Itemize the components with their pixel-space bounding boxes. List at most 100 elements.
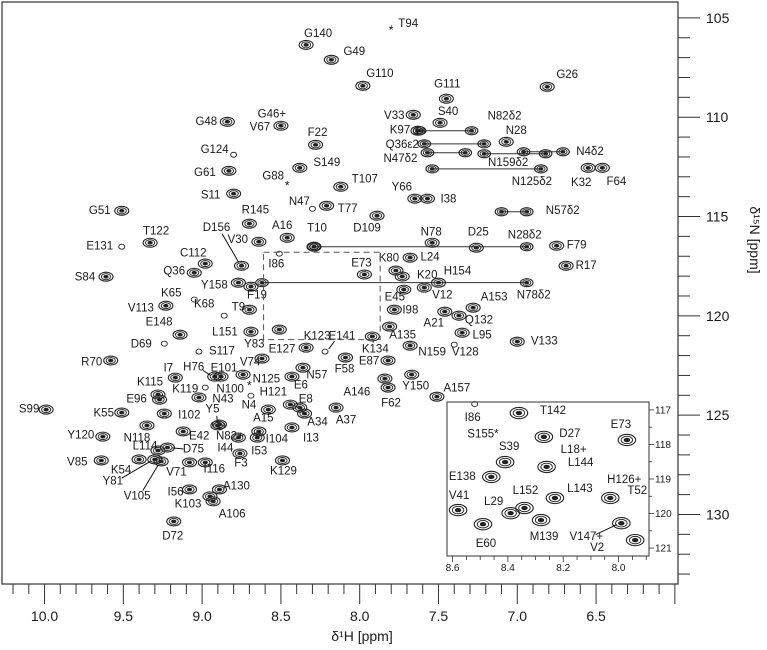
peak-e60: E60	[473, 518, 496, 550]
peak-contour	[108, 358, 114, 363]
peak-contour	[545, 491, 565, 505]
peak-label: F19	[247, 290, 267, 302]
peak-label: D109	[353, 223, 381, 235]
peak-contour	[554, 243, 560, 248]
peak-contour	[536, 165, 546, 173]
peak-contour	[136, 457, 142, 462]
nh2-label: N159δ2	[488, 157, 528, 169]
peak-contour	[95, 431, 111, 442]
peak-label: K129	[270, 465, 297, 477]
peak-contour	[401, 287, 407, 292]
peak-r70: R70	[81, 355, 119, 369]
peak-v33: V33	[384, 109, 421, 122]
peak-r145: R145	[242, 205, 269, 229]
peak-label: I104	[266, 433, 289, 445]
peak-contour	[495, 455, 515, 469]
peak-contour	[404, 369, 420, 380]
peak-contour	[202, 460, 208, 465]
peak-contour	[228, 190, 239, 198]
inset-y-tick-label: 118	[655, 440, 671, 451]
peak-contour	[471, 401, 479, 408]
peak-contour	[186, 267, 202, 278]
peak-a34: A34	[296, 408, 328, 429]
peak-label: K20	[417, 270, 437, 282]
peak-label: A16	[272, 220, 292, 232]
peak-label: G48	[195, 116, 217, 128]
peak-contour	[186, 460, 193, 465]
peak-contour	[522, 243, 532, 250]
peak-contour	[222, 118, 233, 126]
peak-contour	[177, 332, 183, 337]
peak-contour	[311, 244, 317, 249]
peak-contour	[310, 141, 321, 149]
peak-contour	[240, 372, 246, 377]
y-axis-title: δ¹⁵N [ppm]	[747, 206, 763, 273]
peak-contour	[435, 119, 446, 127]
peak-l18-: L18+	[561, 444, 587, 456]
peak-k54: K54	[111, 454, 147, 476]
peak-contour	[297, 364, 309, 372]
peak-s39: S39	[495, 441, 519, 469]
inset-x-tick-label: 8.4	[501, 563, 515, 574]
peak-contour	[210, 499, 216, 504]
peak-contour	[308, 205, 316, 212]
peak-contour	[98, 271, 114, 282]
peak-contour	[437, 120, 443, 125]
peak-contour	[524, 210, 530, 214]
peak-e8: E8	[292, 394, 313, 413]
peak-contour	[599, 166, 606, 170]
peak-contour	[235, 435, 242, 440]
peak-contour	[516, 147, 531, 157]
nh2-pair-n57-2: N57δ2	[494, 205, 580, 217]
peak-a37: A37	[328, 402, 356, 427]
peak-contour	[380, 382, 396, 393]
peak-contour	[164, 445, 171, 450]
peak-contour	[615, 518, 628, 528]
peak-contour	[453, 312, 465, 320]
peak-contour	[512, 338, 523, 346]
y-tick-label: 125	[706, 407, 730, 423]
peak-contour	[114, 205, 130, 216]
peak-contour	[265, 407, 271, 412]
peak-contour	[144, 423, 150, 428]
peak-v41: V41	[448, 490, 469, 517]
peak-k20: K20	[394, 270, 437, 282]
peak-contour	[454, 327, 470, 338]
peak-contour	[356, 269, 372, 280]
peak-contour	[100, 434, 106, 439]
peak-contour	[273, 120, 289, 131]
peak-label: A135	[389, 330, 416, 342]
peak-contour	[284, 235, 290, 240]
peak-g49: G49	[323, 46, 365, 65]
peak-contour	[407, 255, 413, 260]
peak-contour	[323, 203, 330, 208]
peak-v74: V74	[235, 357, 261, 380]
peak-contour	[558, 260, 574, 271]
peak-label: N159	[418, 347, 446, 359]
peak-label: I86	[465, 412, 481, 424]
peak-contour	[473, 245, 479, 250]
peak-label: L152	[513, 485, 539, 497]
peak-label: D25	[468, 227, 489, 239]
peak-contour	[202, 261, 208, 266]
peak-label: V71	[166, 466, 186, 478]
peak-contour	[355, 80, 371, 91]
peak-v2: V2	[590, 533, 645, 554]
peak-contour	[543, 464, 550, 470]
peak-label: T9	[232, 302, 245, 314]
peak-contour	[429, 240, 435, 245]
peak-contour	[519, 242, 534, 252]
peak-contour	[275, 250, 283, 257]
peak-contour	[391, 307, 398, 312]
peak-contour	[333, 181, 349, 192]
peak-contour	[551, 495, 559, 501]
peak-k115: K115	[137, 377, 166, 400]
peak-contour	[494, 207, 509, 217]
peak-contour	[249, 432, 265, 443]
peak-contour	[224, 119, 230, 124]
peak-i116: I116	[197, 457, 225, 475]
peak-contour	[473, 518, 493, 531]
peak-contour	[205, 496, 221, 507]
peak-label: V41	[449, 490, 469, 502]
peak-contour	[297, 166, 303, 170]
